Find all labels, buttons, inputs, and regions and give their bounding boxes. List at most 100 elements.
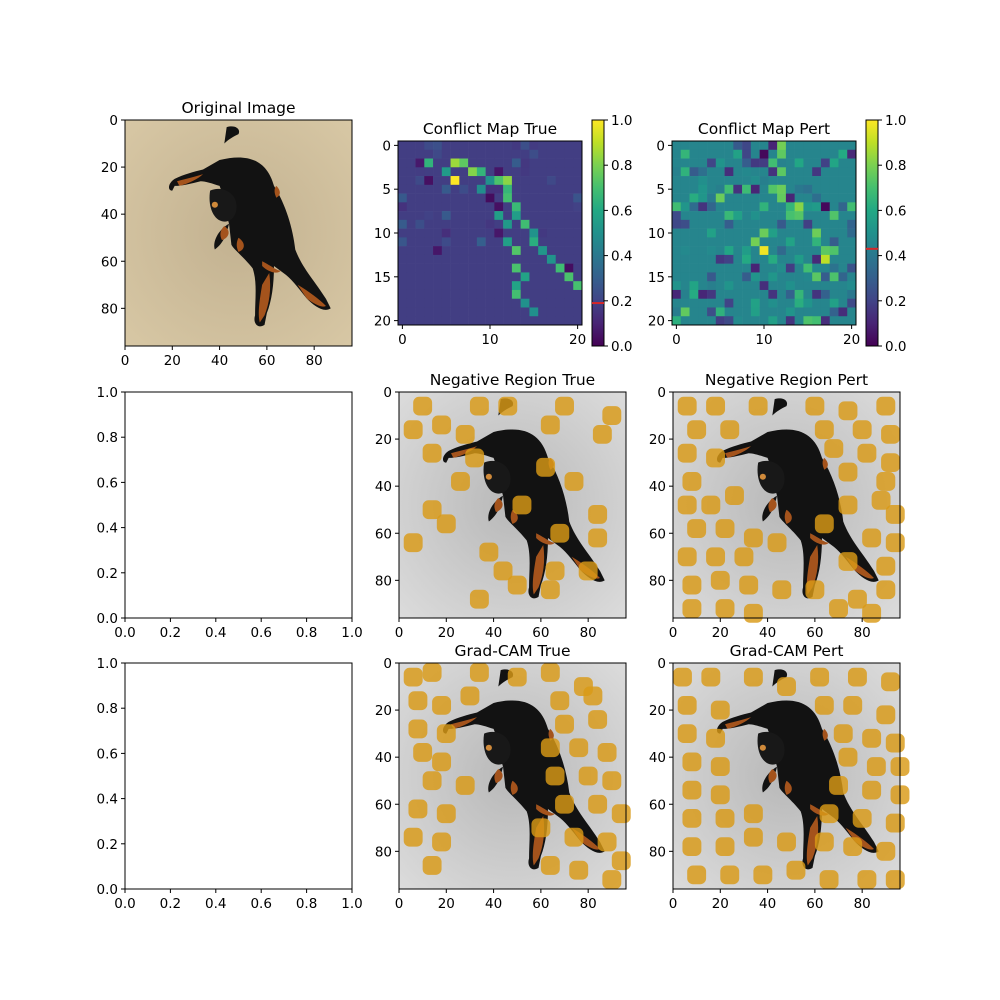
- heatmap-cell: [820, 176, 831, 186]
- heatmap-cell: [812, 298, 822, 308]
- empty-2-plot-area: [125, 663, 352, 889]
- heatmap-cell: [689, 298, 699, 308]
- heatmap-cell: [768, 158, 778, 168]
- heatmap-cell: [503, 167, 513, 177]
- heatmap-cell: [538, 298, 548, 308]
- heatmap-cell: [794, 272, 804, 282]
- heatmap-cell: [759, 307, 769, 317]
- heatmap-cell: [546, 228, 557, 238]
- heatmap-cell: [520, 219, 530, 229]
- x-tick-label: 0: [669, 896, 678, 912]
- heatmap-cell: [803, 298, 813, 308]
- overlay-patch: [876, 396, 896, 416]
- overlay-patch: [531, 818, 551, 838]
- heatmap-cell: [433, 298, 443, 308]
- heatmap-cell: [450, 263, 460, 273]
- heatmap-cell: [715, 211, 725, 221]
- heatmap-cell: [555, 211, 565, 221]
- heatmap-cell: [724, 141, 734, 151]
- heatmap-cell: [820, 298, 831, 308]
- conflict-true-title: Conflict Map True: [423, 120, 557, 138]
- overlay-patch: [432, 752, 452, 772]
- gradcam-pert-axis-ticks: 0 20 40 60 80 0 20 40 60 80: [649, 656, 871, 912]
- heatmap-cell: [511, 193, 521, 203]
- heatmap-cell: [838, 228, 848, 238]
- heatmap-cell: [812, 167, 822, 177]
- overlay-patch: [550, 691, 570, 711]
- heatmap-cell: [785, 316, 795, 326]
- heatmap-cell: [820, 193, 831, 203]
- overlay-patch: [777, 677, 796, 696]
- overlay-patch: [479, 542, 499, 562]
- heatmap-cell: [406, 281, 416, 291]
- overlay-patch: [743, 667, 763, 687]
- heatmap-cell: [406, 237, 416, 247]
- heatmap-cell: [573, 158, 583, 168]
- heatmap-cell: [520, 272, 530, 282]
- overlay-patch: [682, 752, 702, 772]
- overlay-patch: [743, 804, 763, 824]
- heatmap-cell: [573, 316, 583, 326]
- overlay-patch: [408, 719, 428, 739]
- heatmap-cell: [698, 219, 708, 229]
- heatmap-cell: [564, 246, 574, 256]
- overlay-patch: [469, 589, 489, 609]
- heatmap-cell: [715, 316, 725, 326]
- heatmap-cell: [450, 141, 460, 151]
- heatmap-cell: [450, 272, 460, 282]
- heatmap-cell: [511, 141, 521, 151]
- heatmap-cell: [520, 237, 530, 247]
- heatmap-cell: [680, 176, 690, 186]
- heatmap-cell: [564, 184, 574, 194]
- heatmap-cell: [468, 141, 478, 151]
- overlay-patch: [885, 870, 905, 889]
- y-tick-label: 15: [374, 270, 391, 286]
- overlay-patch: [555, 714, 574, 734]
- heatmap-cell: [415, 228, 425, 238]
- overlay-patch: [422, 500, 442, 520]
- heatmap-cell: [503, 149, 513, 159]
- overlay-patch: [597, 743, 617, 762]
- heatmap-cell: [847, 184, 857, 194]
- heatmap-cell: [724, 184, 734, 194]
- heatmap-cell: [503, 211, 513, 221]
- heatmap-cell: [768, 141, 778, 151]
- heatmap-cell: [520, 289, 530, 300]
- overlay-patch: [838, 401, 858, 421]
- heatmap-cell: [803, 307, 813, 317]
- heatmap-cell: [529, 228, 539, 238]
- heatmap-cell: [511, 281, 521, 291]
- overlay-patch: [588, 505, 608, 524]
- heatmap-cell: [450, 176, 460, 186]
- x-tick-label: 40: [759, 625, 776, 641]
- heatmap-cell: [742, 316, 752, 326]
- overlay-patch: [602, 870, 622, 889]
- heatmap-cell: [785, 246, 795, 256]
- x-tick-label: 20: [843, 332, 860, 348]
- heatmap-cell: [503, 272, 513, 282]
- heatmap-cell: [742, 254, 752, 264]
- heatmap-cell: [698, 263, 708, 273]
- heatmap-cell: [555, 193, 565, 203]
- neg-true-frame: [398, 391, 627, 619]
- y-tick-label: 80: [375, 573, 392, 589]
- heatmap-cell: [424, 211, 434, 221]
- overlay-patch: [432, 415, 452, 435]
- heatmap-cell: [406, 289, 416, 300]
- heatmap-cell: [812, 254, 822, 264]
- heatmap-cell: [573, 167, 583, 177]
- heatmap-cell: [820, 158, 831, 168]
- heatmap-cell: [812, 237, 822, 247]
- heatmap-cell: [724, 202, 734, 212]
- overlay-patch: [677, 724, 697, 744]
- heatmap-cell: [564, 289, 574, 300]
- heatmap-cell: [546, 176, 557, 186]
- heatmap-cell: [724, 272, 734, 282]
- heatmap-cell: [829, 289, 839, 300]
- y-tick-label: 0: [109, 113, 118, 129]
- heatmap-cell: [459, 289, 469, 300]
- heatmap-cell: [742, 184, 752, 194]
- heatmap-cell: [724, 176, 734, 186]
- heatmap-cell: [520, 228, 530, 238]
- heatmap-cell: [820, 246, 831, 256]
